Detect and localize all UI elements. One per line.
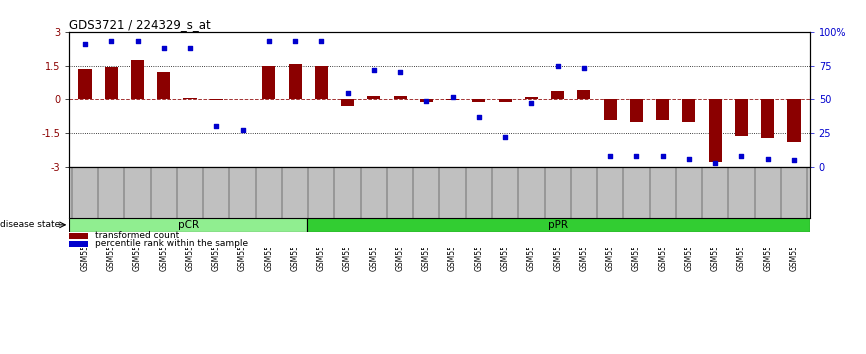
Bar: [105, 67, 118, 99]
Point: [288, 39, 302, 44]
Bar: [578, 90, 591, 99]
Point: [131, 39, 145, 44]
Bar: [341, 99, 354, 106]
Bar: [499, 99, 512, 102]
Bar: [525, 97, 538, 99]
Bar: [787, 99, 800, 142]
Point: [472, 114, 486, 120]
Point: [314, 39, 328, 44]
Text: transformed count: transformed count: [95, 231, 179, 240]
Bar: [708, 99, 721, 162]
Point: [393, 69, 407, 75]
Bar: [314, 65, 328, 99]
Point: [210, 124, 223, 129]
Bar: [604, 99, 617, 120]
Point: [551, 63, 565, 68]
Bar: [69, 218, 307, 232]
Text: percentile rank within the sample: percentile rank within the sample: [95, 239, 249, 249]
Bar: [472, 99, 486, 102]
Bar: [262, 65, 275, 99]
Bar: [307, 218, 810, 232]
Bar: [131, 60, 144, 99]
Point: [105, 39, 119, 44]
Bar: [69, 241, 87, 247]
Bar: [420, 99, 433, 102]
Point: [419, 98, 433, 103]
Point: [577, 65, 591, 71]
Point: [340, 90, 354, 96]
Point: [708, 160, 722, 166]
Point: [682, 156, 696, 161]
Bar: [79, 69, 92, 99]
Point: [760, 156, 774, 161]
Point: [262, 39, 275, 44]
Point: [656, 153, 669, 159]
Bar: [184, 98, 197, 99]
Point: [630, 153, 643, 159]
Bar: [158, 72, 171, 99]
Text: pPR: pPR: [548, 220, 568, 230]
Bar: [69, 233, 87, 239]
Point: [367, 67, 381, 73]
Bar: [735, 99, 748, 136]
Point: [604, 153, 617, 159]
Point: [446, 94, 460, 99]
Point: [787, 157, 801, 163]
Bar: [761, 99, 774, 138]
Bar: [630, 99, 643, 122]
Point: [78, 41, 92, 47]
Text: pCR: pCR: [178, 220, 199, 230]
Bar: [393, 96, 407, 99]
Point: [183, 45, 197, 51]
Bar: [551, 91, 565, 99]
Point: [734, 153, 748, 159]
Bar: [682, 99, 695, 122]
Text: disease state: disease state: [0, 220, 63, 229]
Point: [157, 45, 171, 51]
Point: [498, 134, 512, 140]
Text: GDS3721 / 224329_s_at: GDS3721 / 224329_s_at: [69, 18, 211, 31]
Point: [525, 101, 539, 106]
Bar: [446, 99, 459, 101]
Bar: [656, 99, 669, 120]
Bar: [210, 99, 223, 101]
Bar: [367, 96, 380, 99]
Point: [236, 127, 249, 133]
Bar: [288, 64, 301, 99]
